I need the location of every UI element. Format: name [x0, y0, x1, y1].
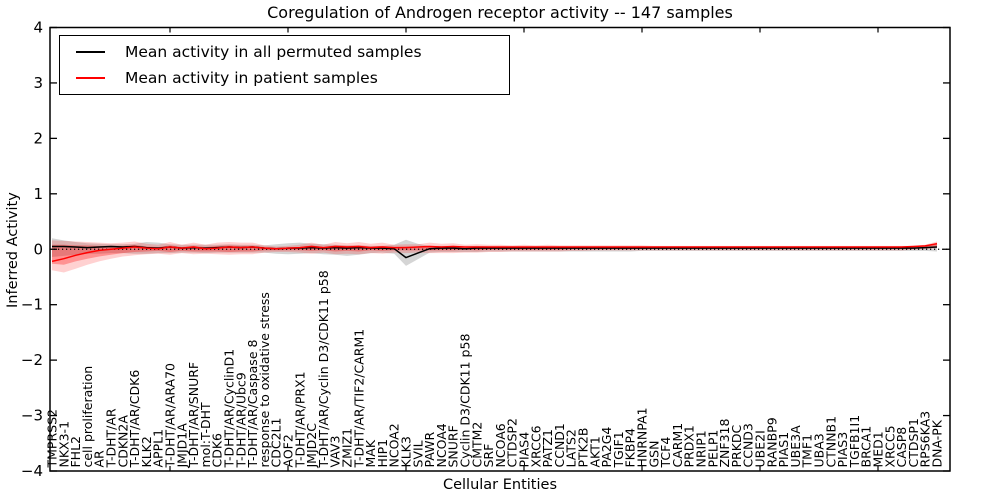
svg-text:T-DHT/AR/ARA70: T-DHT/AR/ARA70 — [163, 363, 178, 469]
svg-text:CMTM2: CMTM2 — [469, 422, 484, 468]
svg-text:KLK3: KLK3 — [399, 436, 414, 467]
svg-text:TGIF1: TGIF1 — [611, 431, 626, 468]
svg-text:PA2G4: PA2G4 — [599, 427, 614, 468]
legend-item-permuted: Mean activity in all permuted samples — [76, 43, 509, 61]
svg-text:T-DHT/AR/Ubc9: T-DHT/AR/Ubc9 — [233, 372, 248, 468]
x-axis-label: Cellular Entities — [442, 477, 558, 493]
svg-text:CDC2L1: CDC2L1 — [269, 418, 284, 468]
svg-text:DNA-PK: DNA-PK — [930, 419, 945, 467]
svg-text:AOF2: AOF2 — [281, 434, 296, 467]
svg-text:NKX3-1: NKX3-1 — [56, 421, 71, 468]
svg-text:PAWR: PAWR — [422, 432, 437, 468]
svg-text:T-DHT/AR/Caspase 8: T-DHT/AR/Caspase 8 — [245, 340, 260, 469]
svg-text:UBE3A: UBE3A — [788, 425, 803, 468]
svg-text:T-DHT/AR/PRX1: T-DHT/AR/PRX1 — [292, 371, 307, 468]
svg-text:PRDX1: PRDX1 — [682, 425, 697, 467]
svg-text:GSN: GSN — [646, 441, 661, 468]
svg-text:SNURF: SNURF — [446, 425, 461, 467]
svg-text:Cyclin D3/CDK11 p58: Cyclin D3/CDK11 p58 — [458, 334, 473, 468]
svg-text:T-DHT/AR/SNURF: T-DHT/AR/SNURF — [186, 362, 201, 469]
svg-text:CASP8: CASP8 — [894, 427, 909, 468]
svg-text:HIP1: HIP1 — [375, 439, 390, 468]
svg-text:XRCC5: XRCC5 — [882, 425, 897, 467]
legend-line-sample-patient — [76, 76, 105, 79]
svg-text:response to oxidative stress: response to oxidative stress — [257, 292, 272, 467]
legend-item-patient: Mean activity in patient samples — [76, 69, 509, 87]
svg-text:3: 3 — [33, 74, 43, 92]
svg-text:NRIP1: NRIP1 — [694, 430, 709, 467]
svg-text:NCOA2: NCOA2 — [387, 423, 402, 467]
svg-text:CDKN2A: CDKN2A — [115, 415, 130, 468]
svg-text:AR: AR — [92, 450, 107, 468]
svg-text:PRKDC: PRKDC — [729, 424, 744, 467]
chart-title: Coregulation of Androgen receptor activi… — [267, 3, 733, 22]
svg-text:RPS6KA3: RPS6KA3 — [918, 411, 933, 468]
svg-text:FHL2: FHL2 — [68, 436, 83, 468]
svg-text:BRCA1: BRCA1 — [859, 426, 874, 468]
svg-text:T-DHT/AR: T-DHT/AR — [104, 408, 119, 468]
svg-text:CTNNB1: CTNNB1 — [823, 416, 838, 468]
svg-text:1: 1 — [33, 185, 43, 203]
svg-text:TGFB1I1: TGFB1I1 — [847, 415, 862, 469]
svg-text:CDK6: CDK6 — [210, 433, 225, 468]
svg-text:PELP1: PELP1 — [705, 430, 720, 468]
svg-text:−1: −1 — [21, 296, 43, 314]
svg-text:TMPRSS2: TMPRSS2 — [45, 409, 60, 468]
svg-text:AKT1: AKT1 — [587, 436, 602, 467]
svg-text:PIAS4: PIAS4 — [517, 432, 532, 468]
svg-text:MED1: MED1 — [871, 431, 886, 467]
svg-text:HNRNPA1: HNRNPA1 — [635, 407, 650, 467]
svg-text:NCOA4: NCOA4 — [434, 423, 449, 467]
svg-text:NCOA6: NCOA6 — [493, 423, 508, 467]
svg-text:ZMIZ1: ZMIZ1 — [340, 428, 355, 468]
svg-text:APPL1: APPL1 — [151, 429, 166, 468]
svg-text:4: 4 — [33, 19, 43, 37]
svg-text:KLK2: KLK2 — [139, 436, 154, 467]
legend-label-patient: Mean activity in patient samples — [125, 68, 378, 87]
svg-text:CTDSP2: CTDSP2 — [505, 418, 520, 467]
svg-text:2: 2 — [33, 129, 43, 147]
legend: Mean activity in all permuted samples Me… — [59, 35, 510, 95]
svg-text:CCND1: CCND1 — [552, 423, 567, 467]
svg-text:VAV3: VAV3 — [328, 435, 343, 467]
svg-text:PATZ1: PATZ1 — [540, 429, 555, 467]
svg-text:XRCC6: XRCC6 — [528, 425, 543, 467]
svg-text:UBA3: UBA3 — [812, 433, 827, 467]
svg-text:mol:T-DHT: mol:T-DHT — [198, 402, 213, 468]
svg-text:RANBP9: RANBP9 — [764, 417, 779, 467]
svg-text:−4: −4 — [21, 462, 43, 480]
svg-text:T-DHT/AR/CyclinD1: T-DHT/AR/CyclinD1 — [222, 349, 237, 469]
svg-text:T-DHT/AR/Cyclin D3/CDK11 p58: T-DHT/AR/Cyclin D3/CDK11 p58 — [316, 270, 331, 468]
svg-text:SRF: SRF — [481, 444, 496, 468]
svg-text:SVIL: SVIL — [410, 440, 425, 467]
svg-text:T-DHT/AR/TIF2/CARM1: T-DHT/AR/TIF2/CARM1 — [351, 329, 366, 469]
svg-text:PIAS1: PIAS1 — [776, 432, 791, 468]
svg-text:JMJD1A: JMJD1A — [174, 423, 189, 469]
svg-text:PTK2B: PTK2B — [576, 428, 591, 468]
svg-text:−3: −3 — [21, 407, 43, 425]
svg-text:FKBP4: FKBP4 — [623, 428, 638, 468]
svg-text:−2: −2 — [21, 351, 43, 369]
svg-text:TMF1: TMF1 — [800, 434, 815, 469]
svg-text:cell proliferation: cell proliferation — [80, 366, 95, 468]
svg-text:CTDSP1: CTDSP1 — [906, 418, 921, 467]
svg-text:CARM1: CARM1 — [670, 423, 685, 468]
svg-text:MAK: MAK — [363, 439, 378, 467]
legend-label-permuted: Mean activity in all permuted samples — [125, 43, 422, 62]
svg-text:CCND3: CCND3 — [741, 423, 756, 467]
svg-text:ZNF318: ZNF318 — [717, 418, 732, 467]
svg-text:JMJD2C: JMJD2C — [304, 423, 319, 469]
svg-text:T-DHT/AR/CDK6: T-DHT/AR/CDK6 — [127, 370, 142, 469]
legend-line-sample-permuted — [76, 51, 105, 54]
svg-text:0: 0 — [33, 240, 43, 258]
svg-text:PIAS3: PIAS3 — [835, 432, 850, 468]
svg-text:UBE2I: UBE2I — [753, 430, 768, 467]
svg-text:TCF4: TCF4 — [658, 437, 673, 469]
svg-text:LATS2: LATS2 — [564, 429, 579, 467]
